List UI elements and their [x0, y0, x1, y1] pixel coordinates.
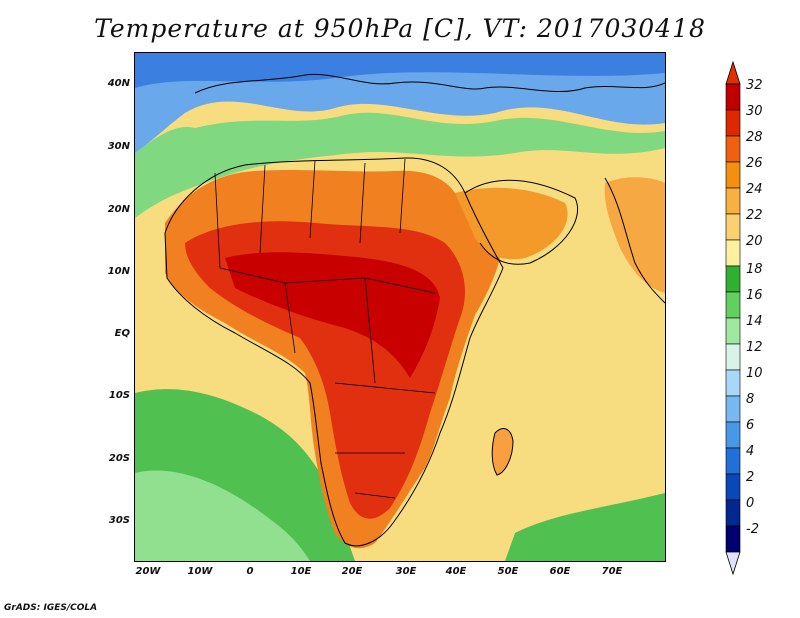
madagascar-coast — [491, 428, 514, 476]
colorbar-label-20: 20 — [746, 234, 763, 249]
colorbar-label-10: 10 — [746, 366, 763, 381]
colorbar-swatch — [725, 265, 741, 293]
colorbar-bottom-arrow — [725, 551, 741, 576]
colorbar-swatch — [725, 187, 741, 215]
colorbar-swatch — [725, 525, 741, 553]
colorbar-swatch — [725, 291, 741, 319]
arabia-region — [455, 187, 568, 260]
colorbar-swatch — [725, 395, 741, 423]
colorbar-swatch — [725, 447, 741, 475]
lon-label-20e: 20E — [341, 566, 363, 577]
chart-title: Temperature at 950hPa [C], VT: 201703041… — [94, 14, 706, 43]
lat-label-20n: 20N — [107, 204, 130, 215]
lon-label-10e: 10E — [290, 566, 312, 577]
colorbar-swatch — [725, 343, 741, 371]
colorbar-swatch — [725, 473, 741, 501]
colorbar-label-24: 24 — [746, 182, 763, 197]
lon-label-50e: 50E — [497, 566, 519, 577]
lat-label-10n: 10N — [107, 266, 130, 277]
colorbar-label-16: 16 — [746, 288, 763, 303]
lon-label-60e: 60E — [549, 566, 571, 577]
lat-label-30s: 30S — [108, 515, 130, 526]
colorbar-label-18: 18 — [746, 262, 763, 277]
africa-coastline — [164, 157, 504, 547]
colorbar-label-2: 2 — [746, 470, 755, 485]
colorbar-label-8: 8 — [746, 392, 755, 407]
colorbar-swatch — [725, 369, 741, 397]
map-panel — [134, 52, 666, 562]
credit-label: GrADS: IGES/COLA — [4, 603, 98, 613]
colorbar-swatch — [725, 161, 741, 189]
europe-coast — [194, 73, 665, 94]
lat-label-30n: 30N — [107, 141, 130, 152]
lat-label-20s: 20S — [108, 453, 130, 464]
lon-label-0: 0 — [246, 566, 254, 577]
colorbar-label-30: 30 — [746, 104, 763, 119]
country-borders — [214, 158, 436, 499]
colorbar-label-26: 26 — [746, 156, 763, 171]
africa-core-dark — [225, 252, 440, 378]
colorbar-swatch — [725, 499, 741, 527]
colorbar-swatch — [725, 421, 741, 449]
colorbar-top-arrow — [725, 60, 741, 85]
colorbar-label-neg2: -2 — [746, 522, 759, 537]
lat-label-40n: 40N — [107, 78, 130, 89]
arabia-coast — [464, 179, 579, 265]
lon-label-70e: 70E — [601, 566, 623, 577]
colorbar-label-4: 4 — [746, 444, 755, 459]
colorbar-swatch — [725, 135, 741, 163]
lon-label-30e: 30E — [395, 566, 417, 577]
north-mid-region — [135, 112, 665, 218]
colorbar-label-12: 12 — [746, 340, 763, 355]
colorbar-label-22: 22 — [746, 208, 763, 223]
india-coast — [604, 177, 665, 304]
lat-label-eq: EQ — [114, 328, 130, 339]
colorbar-swatch — [725, 239, 741, 267]
colorbar-label-6: 6 — [746, 418, 755, 433]
india-region — [604, 177, 665, 293]
lon-label-20w: 20W — [135, 566, 161, 577]
lat-label-10s: 10S — [108, 390, 130, 401]
colorbar-swatch — [725, 83, 741, 111]
south-green-region-east — [505, 493, 665, 561]
colorbar-swatch — [725, 109, 741, 137]
colorbar-label-32: 32 — [746, 78, 763, 93]
colorbar-label-14: 14 — [746, 314, 763, 329]
lon-label-10w: 10W — [187, 566, 213, 577]
south-light-green — [135, 470, 310, 561]
lon-label-40e: 40E — [445, 566, 467, 577]
colorbar-swatch — [725, 317, 741, 345]
colorbar-swatch — [725, 213, 741, 241]
colorbar-label-0: 0 — [746, 496, 755, 511]
colorbar-label-28: 28 — [746, 130, 763, 145]
